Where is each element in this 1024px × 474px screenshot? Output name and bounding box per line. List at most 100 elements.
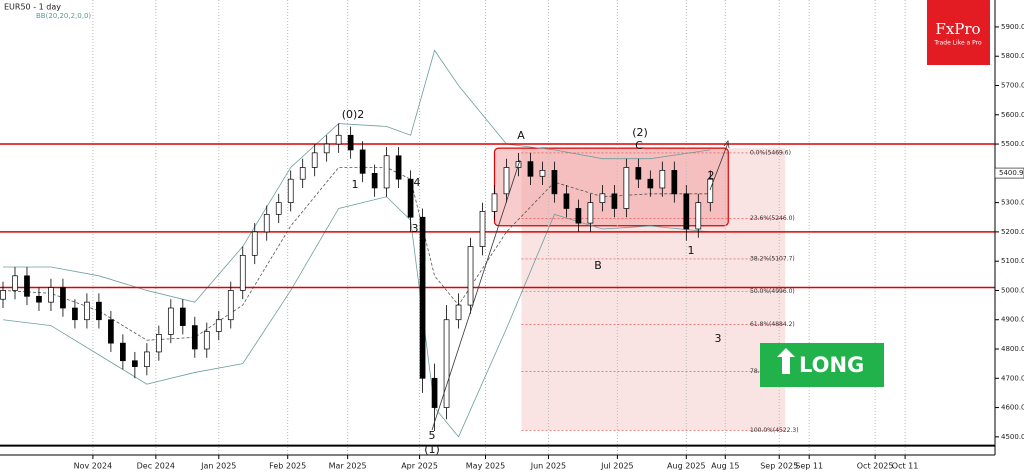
zone-box bbox=[493, 147, 729, 227]
x-tick-label: Jul 2025 bbox=[600, 462, 634, 471]
wave-label: 1 bbox=[688, 244, 695, 257]
candle-body bbox=[227, 290, 234, 321]
candle-body bbox=[48, 287, 54, 303]
candle-body bbox=[36, 295, 42, 303]
y-tick-label: 5100.0 bbox=[1001, 257, 1024, 265]
wave-label: A bbox=[517, 129, 525, 142]
signal-button: LONG bbox=[760, 343, 884, 387]
candle-body bbox=[12, 275, 18, 291]
candle-body bbox=[203, 331, 210, 350]
candle-body bbox=[311, 152, 318, 168]
wave-label: 2 bbox=[708, 169, 715, 182]
y-tick-label: 5700.0 bbox=[1001, 81, 1024, 89]
candle-body bbox=[623, 167, 630, 209]
projection-arrow bbox=[709, 140, 730, 191]
trend-line bbox=[431, 159, 521, 431]
candle-body bbox=[275, 202, 282, 215]
candle-body bbox=[60, 287, 66, 309]
x-tick-label: Mar 2025 bbox=[329, 462, 367, 471]
candle-body bbox=[419, 216, 426, 379]
candle-body bbox=[0, 290, 6, 300]
candle-body bbox=[132, 360, 138, 367]
candle-body bbox=[239, 254, 246, 291]
x-tick-label: Aug 15 bbox=[711, 462, 739, 471]
candle-body bbox=[108, 319, 114, 344]
candle-body bbox=[431, 377, 438, 408]
candle-body bbox=[144, 351, 150, 367]
candle-body bbox=[299, 167, 306, 180]
x-tick-label: Dec 2024 bbox=[137, 462, 175, 471]
candle-body bbox=[635, 167, 642, 180]
candle-body bbox=[587, 202, 594, 224]
y-tick-label: 4700.0 bbox=[1001, 374, 1024, 382]
indicator-label: BB(20,20,2,0,0) bbox=[36, 12, 91, 20]
y-tick-label: 4500.0 bbox=[1001, 433, 1024, 441]
y-tick-label: 4800.0 bbox=[1001, 345, 1024, 353]
wave-label: (2) bbox=[632, 126, 648, 139]
candle-body bbox=[707, 178, 714, 203]
plot-area: 0.0%(5469.6) 23.6%(5246.0) 38.2%(5107.7) 50… bbox=[0, 0, 995, 456]
x-tick-label: Nov 2024 bbox=[74, 462, 113, 471]
signal-box bbox=[760, 343, 884, 387]
logo-name: FxPro bbox=[935, 20, 980, 38]
candle-body bbox=[179, 307, 186, 326]
logo-box bbox=[927, 0, 990, 65]
chart-title: EUR50 - 1 day bbox=[4, 3, 61, 12]
candle-body bbox=[647, 178, 654, 189]
wave-label: (0)2 bbox=[342, 108, 365, 121]
candle-body bbox=[551, 170, 558, 195]
candle-body bbox=[251, 231, 258, 256]
candle-body bbox=[215, 319, 222, 332]
logo: FxPro Trade Like a Pro bbox=[927, 0, 990, 65]
candle-body bbox=[443, 319, 450, 408]
y-tick-label: 4900.0 bbox=[1001, 316, 1024, 324]
candle-body bbox=[563, 193, 570, 209]
candle-body bbox=[96, 301, 102, 321]
candle-body bbox=[479, 211, 486, 247]
x-tick-label: Feb 2025 bbox=[269, 462, 306, 471]
candle-body bbox=[263, 213, 270, 233]
candle-body bbox=[599, 193, 606, 203]
candle-body bbox=[575, 208, 582, 224]
candle-body bbox=[72, 307, 78, 321]
x-tick-label: Aug 2025 bbox=[667, 462, 706, 471]
fib-label: 38.2%(5107.7) bbox=[750, 255, 795, 262]
fib-label: 0.0%(5469.6) bbox=[750, 149, 791, 156]
candle-body bbox=[659, 170, 666, 189]
wave-label: 5 bbox=[429, 429, 436, 442]
candle-body bbox=[671, 170, 678, 195]
wave-label: (1) bbox=[424, 443, 440, 456]
x-tick-label: Sep 11 bbox=[795, 462, 823, 471]
y-tick-label: 5800.0 bbox=[1001, 52, 1024, 60]
wave-label: 1 bbox=[352, 178, 359, 191]
logo-tagline: Trade Like a Pro bbox=[933, 40, 982, 47]
candle-body bbox=[155, 334, 162, 353]
candle-body bbox=[24, 275, 30, 297]
candle-body bbox=[527, 161, 534, 177]
candle-body bbox=[84, 301, 90, 321]
candle-body bbox=[407, 178, 414, 218]
candle-body bbox=[455, 304, 462, 321]
candle-body bbox=[335, 134, 342, 145]
wave-label: B bbox=[594, 259, 602, 272]
wave-label: 3 bbox=[412, 222, 419, 235]
candle-body bbox=[683, 193, 690, 230]
y-tick-label: 5600.0 bbox=[1001, 111, 1024, 119]
fib-label: 23.6%(5246.0) bbox=[750, 215, 795, 222]
wave-label: 4 bbox=[414, 176, 421, 189]
x-tick-label: Oct 11 bbox=[892, 462, 919, 471]
x-tick-label: Jun 2025 bbox=[530, 462, 566, 471]
bollinger-lower bbox=[2, 196, 711, 438]
candle-body bbox=[491, 193, 498, 212]
up-arrow bbox=[777, 348, 795, 374]
candle-body bbox=[395, 155, 402, 180]
candle-body bbox=[287, 178, 294, 203]
candle-body bbox=[383, 155, 390, 189]
candle-body bbox=[120, 342, 126, 362]
candle-body bbox=[611, 193, 618, 209]
signal-text: LONG bbox=[799, 353, 864, 377]
fib-label: 61.8%(4884.2) bbox=[750, 321, 795, 328]
x-tick-label: Jan 2025 bbox=[200, 462, 236, 471]
